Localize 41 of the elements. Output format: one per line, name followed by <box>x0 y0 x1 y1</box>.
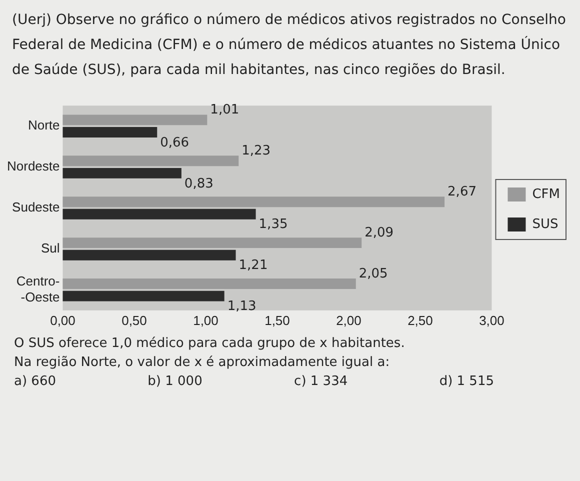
text: d) 1 515 <box>439 374 494 389</box>
y-tick-label: Norte <box>28 118 60 133</box>
data-label: 1,21 <box>238 258 268 274</box>
y-tick-label: Nordeste <box>7 158 60 174</box>
data-label: 1,13 <box>227 299 256 314</box>
legend-label: CFM <box>532 186 560 202</box>
bar <box>62 278 356 289</box>
text: a) 660 <box>14 374 56 389</box>
bar <box>62 290 224 302</box>
bar <box>62 114 208 126</box>
data-label: 2,09 <box>364 225 394 240</box>
x-tick-label: 1,00 <box>193 312 218 328</box>
y-tick-label: Sul <box>40 240 60 256</box>
bar <box>62 196 445 208</box>
data-label: 2,05 <box>358 266 388 282</box>
bar <box>62 156 239 166</box>
text: c) 1 334 <box>294 374 348 389</box>
data-label: 1,23 <box>242 144 271 159</box>
bar <box>62 168 182 178</box>
y-tick-label: Centro- -Oeste <box>16 274 60 304</box>
text: b) 1 000 <box>148 374 202 389</box>
data-label: 0,66 <box>160 135 190 150</box>
legend-label: SUS <box>532 216 558 232</box>
y-tick-label: Sudeste <box>12 200 60 215</box>
x-tick-label: 2,00 <box>336 312 362 328</box>
data-label: 2,67 <box>448 184 476 200</box>
bar <box>62 238 362 248</box>
text: Na região Norte, o valor de x é aproximadamente igual a: <box>14 355 391 370</box>
x-tick-label: 0,00 <box>50 312 76 328</box>
data-label: 0,83 <box>184 176 214 192</box>
x-tick-label: 1,50 <box>264 312 290 328</box>
bar <box>62 250 236 260</box>
x-tick-label: 3,00 <box>479 312 504 328</box>
data-label: 1,35 <box>258 217 288 232</box>
x-tick-label: 0,50 <box>122 312 147 328</box>
data-label: 1,01 <box>210 102 240 118</box>
bar <box>62 208 256 220</box>
chart-title: (Uerj) Observe no gráfico o número de médicos ativos registrados no Conselho Federal de Medicina (CFM) e o número de médicos atuantes no Sistema Único de Saúde (SUS), para cada mil habitantes, nas cinco regiões do Brasil. <box>12 11 567 80</box>
bar <box>62 127 158 138</box>
x-tick-label: 2,50 <box>408 312 433 328</box>
text: O SUS oferece 1,0 médico para cada grupo de x habitantes. <box>14 336 406 351</box>
